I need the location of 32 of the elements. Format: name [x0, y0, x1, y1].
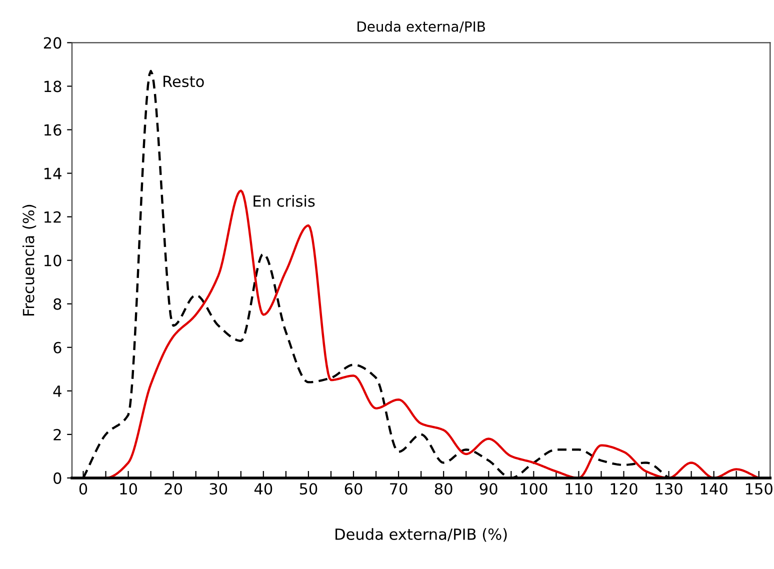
x-tick-label: 30: [210, 483, 228, 495]
y-axis-title: Frecuencia (%): [22, 204, 36, 316]
x-tick-label: 110: [566, 483, 592, 495]
chart-title: Deuda externa/PIB: [358, 21, 485, 33]
x-tick-label: 0: [79, 483, 88, 495]
y-tick-label: 16: [44, 124, 62, 136]
x-tick-label: 120: [610, 483, 638, 495]
x-tick-label: 140: [700, 483, 728, 495]
x-axis-title: Deuda externa/PIB (%): [336, 528, 507, 542]
y-tick-label: 6: [54, 342, 62, 354]
y-tick-label: 10: [44, 254, 62, 266]
x-tick-label: 10: [120, 483, 137, 495]
x-tick-label: 90: [480, 483, 498, 495]
y-tick-label: 0: [54, 472, 62, 484]
series-label: En crisis: [254, 195, 315, 207]
x-tick-label: 60: [344, 483, 362, 495]
x-tick-label: 50: [300, 483, 318, 495]
y-tick-label: 4: [53, 386, 62, 397]
y-tick-label: 12: [44, 211, 61, 223]
y-tick-label: 8: [54, 298, 62, 310]
y-tick-label: 2: [54, 428, 61, 440]
series-label: Resto: [164, 76, 204, 88]
y-tick-label: 20: [44, 37, 62, 49]
x-tick-label: 150: [746, 483, 772, 495]
x-tick-label: 20: [164, 483, 182, 495]
x-tick-label: 130: [656, 483, 682, 495]
y-tick-label: 18: [44, 80, 62, 92]
x-tick-label: 100: [520, 483, 548, 495]
x-tick-label: 40: [254, 483, 272, 495]
x-tick-label: 80: [434, 483, 452, 495]
x-tick-label: 70: [390, 483, 408, 495]
y-tick-label: 14: [44, 168, 62, 180]
